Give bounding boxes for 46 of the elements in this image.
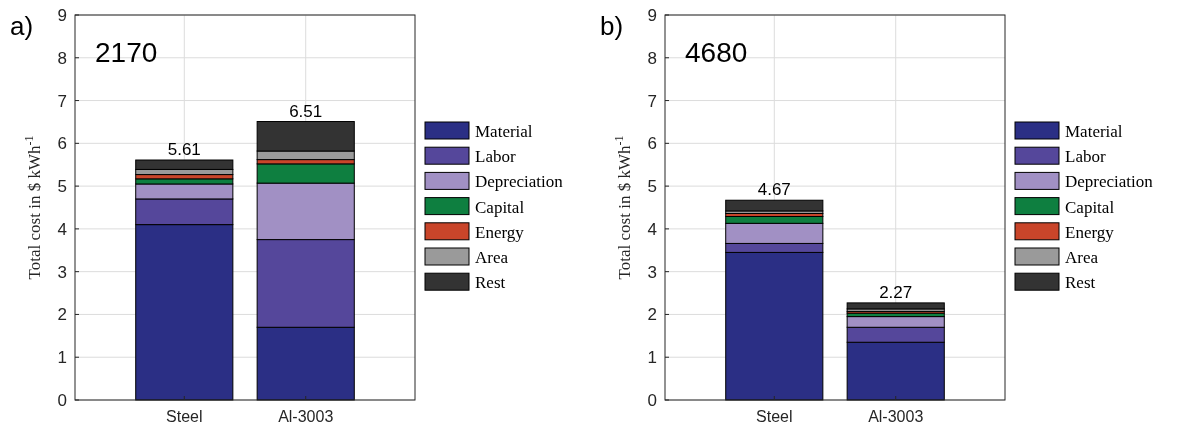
- x-tick-label: Steel: [166, 408, 203, 425]
- legend-label: Labor: [1065, 147, 1106, 167]
- text: a): [10, 11, 34, 41]
- x-tick-label: Steel: [756, 408, 793, 425]
- y-tick-label: 6: [57, 134, 67, 154]
- legend-label: Energy: [1065, 222, 1115, 242]
- text: b): [600, 11, 624, 41]
- y-tick-label: 4: [647, 219, 657, 239]
- y-tick-label: 8: [647, 48, 657, 68]
- x-tick-label: Al-3003: [868, 408, 924, 425]
- legend-label: Energy: [475, 222, 525, 242]
- annotation: 2170: [95, 37, 158, 68]
- legend-label: Material: [475, 121, 533, 141]
- total-label: 2.27: [879, 282, 913, 302]
- y-tick-label: 9: [647, 5, 657, 25]
- y-tick-label: 4: [57, 219, 67, 239]
- total-label: 4.67: [757, 180, 791, 200]
- y-tick-label: 7: [647, 91, 657, 111]
- y-tick-label: 5: [57, 177, 67, 197]
- y-tick-label: 5: [647, 177, 657, 197]
- legend-label: Area: [475, 247, 509, 267]
- y-tick-label: 0: [647, 390, 657, 410]
- y-tick-label: 3: [57, 262, 67, 282]
- y-tick-label: 0: [57, 390, 67, 410]
- total-label: 6.51: [289, 101, 323, 121]
- legend-label: Area: [1065, 247, 1099, 267]
- y-tick-label: 7: [57, 91, 67, 111]
- y-tick-label: 9: [57, 5, 67, 25]
- x-tick-label: Al-3003: [278, 408, 334, 425]
- y-tick-label: 2: [647, 305, 657, 325]
- legend-label: Rest: [1065, 273, 1096, 293]
- legend-label: Material: [1065, 121, 1123, 141]
- total-label: 5.61: [167, 140, 201, 160]
- y-tick-label: 1: [647, 348, 657, 368]
- y-tick-label: 6: [647, 134, 657, 154]
- legend-label: Labor: [475, 147, 516, 167]
- y-tick-label: 2: [57, 305, 67, 325]
- legend-label: Depreciation: [1065, 172, 1154, 192]
- legend-label: Capital: [1065, 197, 1115, 217]
- y-tick-label: 8: [57, 48, 67, 68]
- legend-label: Capital: [475, 197, 525, 217]
- annotation: 4680: [685, 37, 748, 68]
- y-tick-label: 1: [57, 348, 67, 368]
- legend-label: Rest: [475, 273, 506, 293]
- legend-label: Depreciation: [475, 172, 564, 192]
- y-tick-label: 3: [647, 262, 657, 282]
